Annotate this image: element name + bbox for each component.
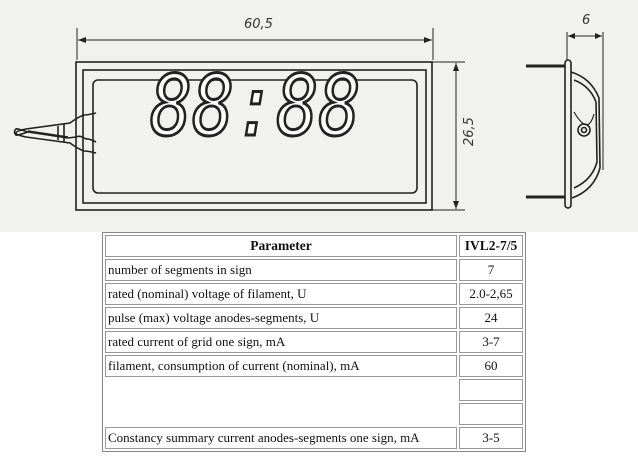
table-row: rated current of grid one sign, mA 3-7 <box>105 331 523 353</box>
value-cell: 2.0-2,65 <box>459 283 523 305</box>
header-parameter: Parameter <box>105 235 457 257</box>
table-row: filament, consumption of current (nomina… <box>105 355 523 377</box>
parameter-cell: number of segments in sign <box>105 259 457 281</box>
exhaust-tip-center <box>580 126 588 134</box>
display-digits: 88:88 <box>150 58 361 156</box>
height-dimension-label: 26,5 <box>462 117 477 146</box>
side-bulb <box>570 71 601 199</box>
value-cell: 3-7 <box>459 331 523 353</box>
arrow-icon <box>568 33 602 39</box>
value-cell: 3-5 <box>459 427 523 449</box>
table-row <box>105 403 523 425</box>
value-cell-empty <box>459 379 523 401</box>
table-row: pulse (max) voltage anodes-segments, U 24 <box>105 307 523 329</box>
parameter-cell: filament, consumption of current (nomina… <box>105 355 457 377</box>
display-window <box>92 79 418 194</box>
value-cell: 7 <box>459 259 523 281</box>
table-row <box>105 379 523 401</box>
pin-connector <box>13 112 97 154</box>
exhaust-tip <box>577 123 591 137</box>
technical-drawing: 88:88 60,5 26,5 6 <box>0 0 638 232</box>
parameter-cell: rated current of grid one sign, mA <box>105 331 457 353</box>
parameter-cell: pulse (max) voltage anodes-segments, U <box>105 307 457 329</box>
header-model: IVL2-7/5 <box>459 235 523 257</box>
table-row: number of segments in sign 7 <box>105 259 523 281</box>
value-cell: 24 <box>459 307 523 329</box>
table-row: rated (nominal) voltage of filament, U 2.… <box>105 283 523 305</box>
vfd-display-drawing: 88:88 60,5 26,5 6 <box>13 13 604 211</box>
parameter-cell: rated (nominal) voltage of filament, U <box>105 283 457 305</box>
side-flange <box>564 59 572 209</box>
value-cell: 60 <box>459 355 523 377</box>
parameter-cell: Constancy summary current anodes-segment… <box>105 427 457 449</box>
side-ridge <box>573 111 595 126</box>
parameters-table: Parameter IVL2-7/5 number of segments in… <box>102 232 526 452</box>
depth-dimension-label: 6 <box>582 13 590 28</box>
outer-frame <box>75 61 433 211</box>
parameter-cell-empty <box>105 379 457 425</box>
side-bulb-inner <box>573 79 598 189</box>
table-row: Constancy summary current anodes-segment… <box>105 427 523 449</box>
value-cell-empty <box>459 403 523 425</box>
width-dimension-label: 60,5 <box>244 17 273 32</box>
table-header-row: Parameter IVL2-7/5 <box>105 235 523 257</box>
